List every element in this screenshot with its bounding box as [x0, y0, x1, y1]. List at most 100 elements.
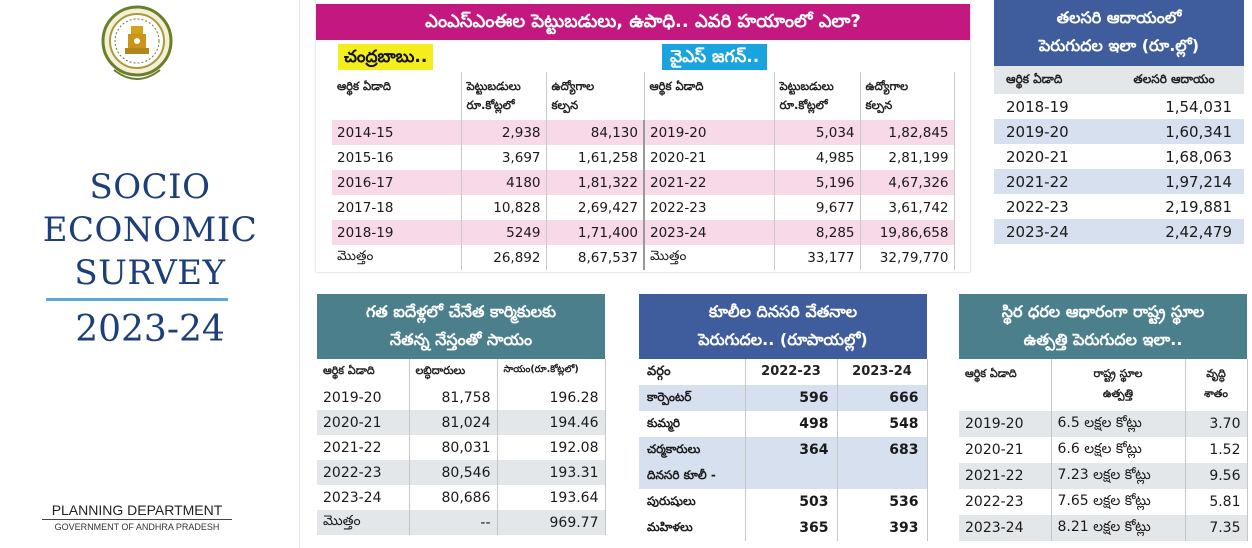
cover-panel: SOCIO ECONOMIC SURVEY 2023-24 PLANNING D…	[0, 0, 300, 548]
table-cell: 1,82,845	[860, 120, 955, 145]
gsdp-title: స్థిర ధరల ఆధారంగా రాష్ట్ర స్థూల ఉత్పత్తి…	[959, 294, 1247, 359]
table-cell: 5249	[461, 220, 547, 245]
table-row: 2022-23 7.65 లక్షల కోట్లు 5.81	[959, 489, 1248, 515]
andhra-pradesh-emblem-icon	[101, 5, 173, 80]
table-cell: 2015-16	[332, 145, 462, 170]
weavers-title-line: నేతన్న నేస్తంతో సాయం	[389, 330, 533, 349]
table-cell: 2019-20	[644, 120, 775, 145]
column-header: పెట్టుబడులు రూ.కోట్లలో	[774, 72, 861, 120]
table-cell: 2022-23	[1006, 197, 1069, 216]
table-row: 2023-24 2,42,479	[994, 219, 1244, 244]
table-row: 2021-22 7.23 లక్షల కోట్లు 9.56	[959, 463, 1248, 489]
table-cell: మొత్తం	[332, 245, 462, 270]
table-row: 2020-21 1,68,063	[994, 144, 1244, 169]
table-cell: 7.35	[1185, 515, 1248, 541]
table-row: 2021-22 1,97,214	[994, 169, 1244, 194]
per-capita-table: ఆర్థిక ఏడాది తలసరి ఆదాయం 2018-19 1,54,031 20…	[994, 66, 1244, 244]
per-capita-title-line: పెరుగుదల ఇలా (రూ.ల్లో)	[1038, 36, 1200, 55]
column-header: ఉద్యోగాల కల్పన	[546, 72, 645, 120]
table-cell: 548	[837, 411, 928, 437]
column-header: ఆర్థిక ఏడాది	[317, 359, 410, 385]
table-cell: 2,42,479	[1165, 222, 1232, 241]
table-cell: 2020-21	[644, 145, 775, 170]
column-header: ఆర్థిక ఏడాది	[332, 72, 462, 120]
column-header: ఆర్థిక ఏడాది	[959, 359, 1052, 411]
table-cell: 2017-18	[332, 195, 462, 220]
header-row: ఆర్థిక ఏడాది రాష్ట్ర స్థూల ఉత్పత్తి వృద్ధి శ…	[959, 359, 1248, 411]
wages-title-line: పెరుగుదల.. (రూపాయల్లో)	[698, 330, 868, 349]
table-cell: 4,985	[774, 145, 861, 170]
header-row: వర్గం 2022-23 2023-24	[639, 359, 928, 385]
table-row: 2016-17 4180 1,81,322 2021-22 5,196 4,67,326	[332, 170, 955, 195]
column-header: ఉద్యోగాల కల్పన	[860, 72, 955, 120]
table-cell: 365	[745, 515, 838, 541]
table-cell: 5,034	[774, 120, 861, 145]
chandrababu-tag: చంద్రబాబు..	[338, 44, 434, 70]
column-header: ఆర్థిక ఏడాది	[1006, 72, 1063, 86]
table-cell: 2019-20	[959, 411, 1052, 437]
table-cell: 196.28	[497, 385, 606, 410]
table-cell: 2023-24	[959, 515, 1052, 541]
title-line-survey: SURVEY	[74, 253, 226, 293]
title-line-economic: ECONOMIC	[42, 210, 258, 250]
weavers-assistance-card: గత ఐదేళ్లలో చేనేత కార్మికులకు నేతన్న నేస…	[317, 294, 606, 548]
table-cell: 4,67,326	[860, 170, 955, 195]
table-cell: 596	[745, 385, 838, 411]
table-cell: కార్పెంటర్	[639, 385, 746, 411]
table-cell: 2014-15	[332, 120, 462, 145]
weavers-title-line: గత ఐదేళ్లలో చేనేత కార్మికులకు	[365, 302, 557, 321]
table-cell: 2,19,881	[1165, 197, 1232, 216]
table-cell: 5,196	[774, 170, 861, 195]
table-row: 2018-19 1,54,031	[994, 94, 1244, 119]
table-cell: 364	[745, 437, 838, 463]
table-row: మొత్తం 26,892 8,67,537 మొత్తం 33,177 32,79,77…	[332, 245, 955, 270]
column-header: వృద్ధి శాతం	[1185, 359, 1248, 411]
table-cell: 2023-24	[644, 220, 775, 245]
table-cell: 2,69,427	[546, 195, 645, 220]
table-cell: 1,71,400	[546, 220, 645, 245]
column-header: 2023-24	[837, 359, 928, 385]
table-cell: 2019-20	[1006, 122, 1069, 141]
table-row: 2022-23 80,546 193.31	[317, 460, 606, 485]
table-cell: 9,677	[774, 195, 861, 220]
msme-table: ఆర్థిక ఏడాది పెట్టుబడులు రూ.కోట్లలో ఉద్యోగా…	[332, 72, 955, 270]
gsdp-growth-card: స్థిర ధరల ఆధారంగా రాష్ట్ర స్థూల ఉత్పత్తి…	[959, 294, 1248, 548]
gsdp-table: ఆర్థిక ఏడాది రాష్ట్ర స్థూల ఉత్పత్తి వృద్ధి శ…	[959, 359, 1248, 541]
daily-wages-card: కూలీల దినసరి వేతనాల పెరుగుదల.. (రూపాయల్ల…	[639, 294, 928, 548]
table-cell: 2022-23	[317, 460, 410, 485]
table-cell: మొత్తం	[644, 245, 775, 270]
table-cell: చర్మకారులు	[639, 437, 746, 463]
government-name: GOVERNMENT OF ANDHRA PRADESH	[54, 522, 220, 532]
table-cell: 9.56	[1185, 463, 1248, 489]
column-header: ఆర్థిక ఏడాది	[644, 72, 775, 120]
column-header: పెట్టుబడులు రూ.కోట్లలో	[461, 72, 547, 120]
table-cell: 2021-22	[959, 463, 1052, 489]
survey-year: 2023-24	[75, 309, 225, 350]
per-capita-title-line: తలసరి ఆదాయంలో	[1056, 8, 1182, 27]
table-cell: 1,81,322	[546, 170, 645, 195]
table-row: కుమ్మరి 498 548	[639, 411, 928, 437]
table-cell: 2016-17	[332, 170, 462, 195]
table-row: మొత్తం -- 969.77	[317, 510, 606, 535]
table-cell	[837, 463, 928, 489]
table-cell: 2020-21	[959, 437, 1052, 463]
msme-comparison-card: ఎంఎస్ఎంఈల పెట్టుబడులు, ఉపాధి.. ఎవరి హయాం…	[316, 0, 970, 272]
table-cell: 393	[837, 515, 928, 541]
gsdp-title-line: ఉత్పత్తి పెరుగుదల ఇలా..	[1023, 330, 1183, 349]
table-cell: 2021-22	[317, 435, 410, 460]
table-row: 2019-20 81,758 196.28	[317, 385, 606, 410]
table-cell: 2018-19	[1006, 97, 1069, 116]
table-cell: 683	[837, 437, 928, 463]
table-cell: 2021-22	[1006, 172, 1069, 191]
table-cell: 4180	[461, 170, 547, 195]
table-cell: 1,97,214	[1165, 172, 1232, 191]
table-row: 2014-15 2,938 84,130 2019-20 5,034 1,82,845	[332, 120, 955, 145]
table-cell: --	[409, 510, 498, 535]
table-cell: 192.08	[497, 435, 606, 460]
table-cell: 6.5 లక్షల కోట్లు	[1051, 411, 1186, 437]
table-row: చర్మకారులు 364 683	[639, 437, 928, 463]
table-cell: పురుషులు	[639, 489, 746, 515]
title-line-socio: SOCIO	[89, 167, 211, 207]
wages-title: కూలీల దినసరి వేతనాల పెరుగుదల.. (రూపాయల్ల…	[639, 294, 927, 359]
table-cell: 1,60,341	[1165, 122, 1232, 141]
